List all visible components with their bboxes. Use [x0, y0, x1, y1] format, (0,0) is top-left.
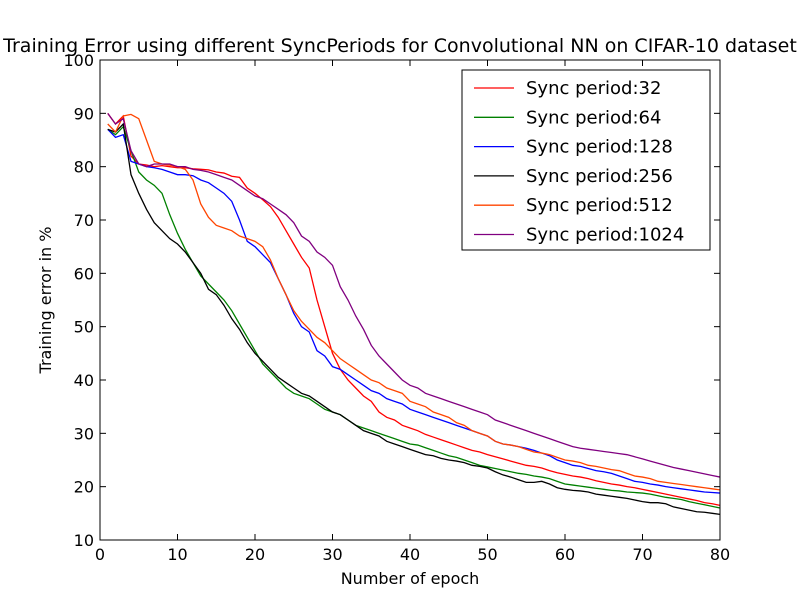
x-tick-label: 80	[710, 545, 730, 564]
series-line-1	[107, 112, 721, 506]
y-tick-label: 40	[74, 371, 94, 390]
series-line-6	[107, 112, 721, 478]
x-tick-label: 70	[632, 545, 652, 564]
x-tick-label: 50	[477, 545, 497, 564]
x-tick-label: 0	[95, 545, 105, 564]
series-line-3	[107, 128, 721, 494]
y-tick-label: 60	[74, 264, 94, 283]
series-lines	[107, 112, 721, 516]
legend-label-2: Sync period:64	[526, 107, 661, 128]
series-line-2	[107, 125, 721, 509]
y-tick-label: 10	[74, 531, 94, 550]
x-tick-label: 60	[555, 545, 575, 564]
x-axis-title: Number of epoch	[341, 569, 480, 588]
x-tick-label: 30	[322, 545, 342, 564]
x-tick-label: 20	[245, 545, 265, 564]
y-tick-label: 30	[74, 424, 94, 443]
legend-label-4: Sync period:256	[526, 166, 673, 187]
legend-box	[461, 69, 711, 251]
legend-label-6: Sync period:1024	[526, 225, 684, 246]
y-tick-label: 70	[74, 211, 94, 230]
legend: Sync period:32 Sync period:64 Sync period:…	[461, 69, 711, 251]
y-tick-label: 80	[74, 158, 94, 177]
y-tick-label: 90	[74, 104, 94, 123]
legend-label-3: Sync period:128	[526, 137, 673, 158]
legend-label-5: Sync period:512	[526, 195, 673, 216]
x-tick-label: 40	[400, 545, 420, 564]
legend-label-1: Sync period:32	[526, 78, 661, 99]
chart-title: Training Error using different SyncPerio…	[2, 35, 797, 57]
series-line-5	[107, 113, 721, 491]
series-line-4	[107, 122, 721, 516]
x-tick-label: 10	[167, 545, 187, 564]
y-tick-label: 20	[74, 478, 94, 497]
y-tick-label: 50	[74, 318, 94, 337]
y-tick-label: 100	[63, 51, 94, 70]
y-axis-title: Training error in %	[36, 227, 55, 375]
